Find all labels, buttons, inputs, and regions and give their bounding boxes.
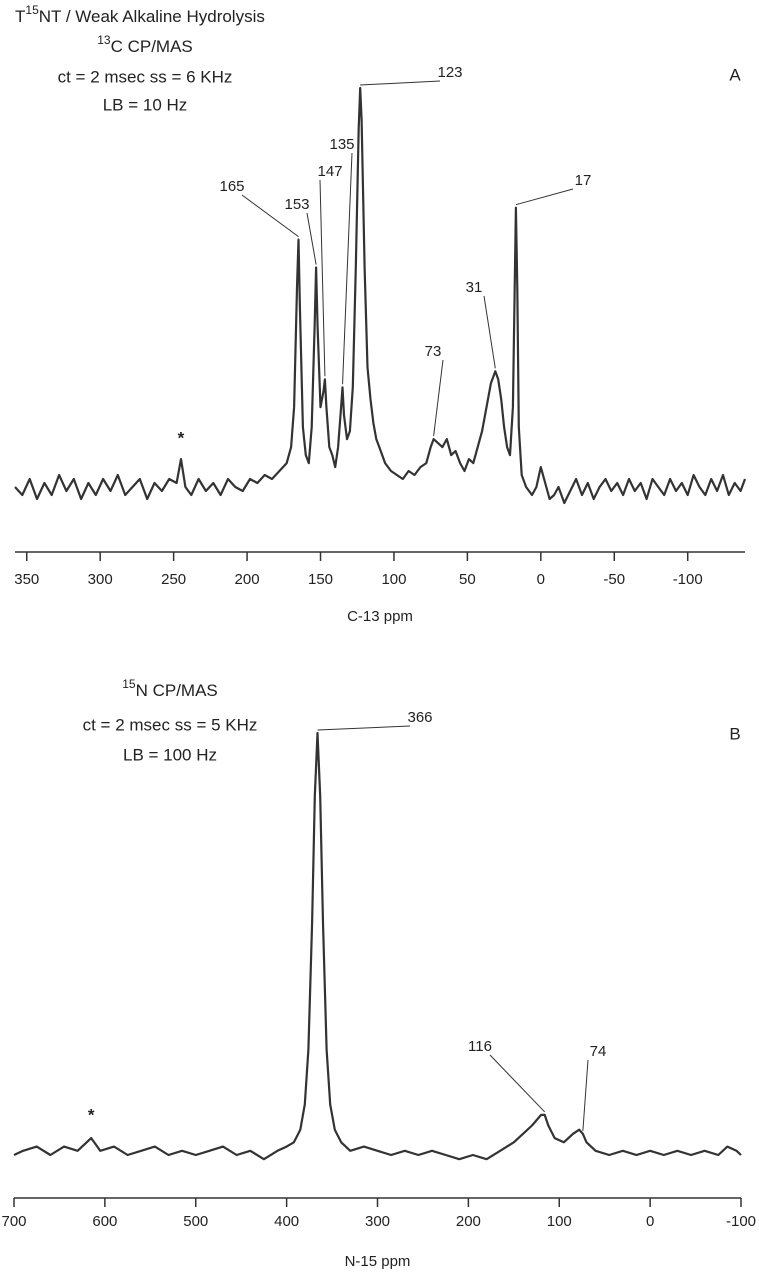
x-tick-label: 600 (92, 1213, 117, 1230)
parameter-line: LB = 100 Hz (123, 745, 217, 764)
peak-label: 73 (425, 343, 442, 360)
peak-leader (319, 179, 326, 377)
peak-leader (342, 152, 353, 385)
x-axis-label: N-15 ppm (345, 1253, 411, 1270)
peak-label: 74 (590, 1043, 607, 1060)
subtitle: 13C CP/MAS (97, 33, 193, 56)
peak-label: 165 (219, 178, 244, 195)
text-part: C CP/MAS (111, 37, 193, 56)
x-tick-label: 400 (274, 1213, 299, 1230)
peak-label: 135 (329, 136, 354, 153)
x-tick-label: 150 (308, 571, 333, 588)
text-part: NT / Weak Alkaline Hydrolysis (39, 7, 265, 26)
chart-title: T15NT / Weak Alkaline Hydrolysis (15, 3, 265, 26)
text-part: 15 (122, 677, 136, 691)
x-tick-label: 250 (161, 571, 186, 588)
x-tick-label: 0 (537, 571, 545, 588)
panel-label: B (729, 724, 740, 743)
spectrum-line (13, 731, 742, 1161)
annotation: * (178, 429, 185, 448)
x-tick-label: 200 (456, 1213, 481, 1230)
x-tick-label: 350 (14, 571, 39, 588)
spectrum-line (14, 86, 747, 505)
peak-leader (360, 80, 441, 86)
text-part: T (15, 7, 25, 26)
peak-leader (317, 725, 411, 731)
x-tick-label: 300 (365, 1213, 390, 1230)
x-tick-label: -50 (603, 571, 625, 588)
x-tick-label: 0 (646, 1213, 654, 1230)
peak-label: 17 (575, 172, 592, 189)
x-axis-label: C-13 ppm (347, 608, 413, 625)
parameter-line: LB = 10 Hz (103, 95, 188, 114)
x-tick-label: -100 (673, 571, 703, 588)
parameter-line: ct = 2 msec ss = 6 KHz (58, 67, 233, 86)
peak-label: 31 (466, 279, 483, 296)
peak-label: 153 (284, 196, 309, 213)
peak-leader (306, 212, 317, 265)
peak-leader (489, 1054, 546, 1113)
x-tick-label: 200 (235, 571, 260, 588)
x-tick-label: 500 (183, 1213, 208, 1230)
peak-leader (515, 188, 574, 206)
peak-leader (483, 295, 496, 369)
x-tick-label: 100 (381, 571, 406, 588)
peak-label: 123 (437, 64, 462, 81)
panel-label: A (729, 65, 741, 84)
annotation: * (88, 1106, 95, 1125)
text-part: 15 (25, 3, 39, 17)
x-tick-label: 50 (459, 571, 476, 588)
x-tick-label: -100 (726, 1213, 756, 1230)
parameter-line: ct = 2 msec ss = 5 KHz (83, 715, 258, 734)
peak-label: 116 (468, 1038, 492, 1055)
x-tick-label: 100 (547, 1213, 572, 1230)
peak-label: 366 (407, 709, 432, 726)
peak-label: 147 (317, 163, 342, 180)
x-tick-label: 700 (1, 1213, 26, 1230)
peak-leader (433, 359, 444, 437)
peak-leader (241, 194, 299, 238)
subtitle: 15N CP/MAS (122, 677, 218, 700)
peak-leader (582, 1059, 589, 1131)
text-part: 13 (97, 33, 111, 47)
x-tick-label: 300 (88, 571, 113, 588)
text-part: N CP/MAS (136, 681, 218, 700)
